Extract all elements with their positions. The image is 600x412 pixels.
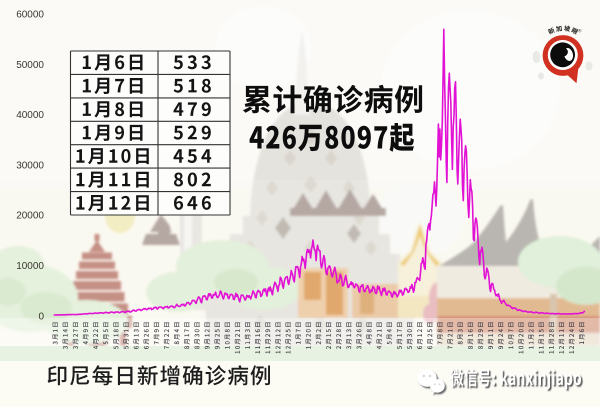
svg-text:®: ® xyxy=(578,28,582,34)
svg-text:0: 0 xyxy=(38,311,44,322)
svg-text:40000: 40000 xyxy=(16,110,44,121)
svg-text:10000: 10000 xyxy=(16,261,44,272)
svg-text:60000: 60000 xyxy=(16,9,44,20)
svg-text:20000: 20000 xyxy=(16,211,44,222)
svg-text:30000: 30000 xyxy=(16,160,44,171)
svg-text:50000: 50000 xyxy=(16,60,44,71)
